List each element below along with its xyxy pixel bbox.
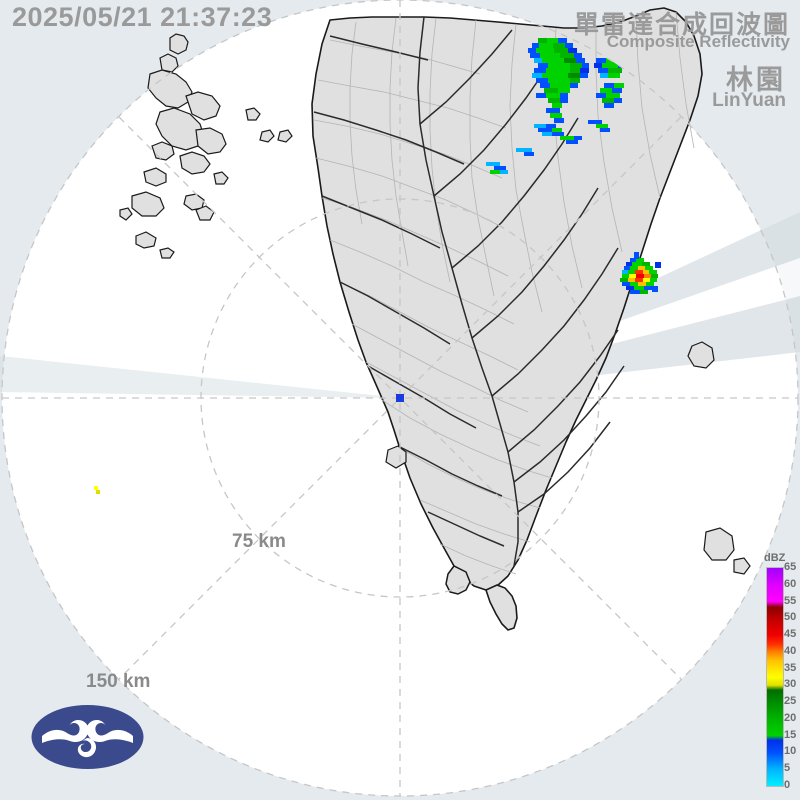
station-name-cn: 林園 [726,65,786,96]
taiwan-landmass [311,7,703,631]
radar-echo-layer [94,38,661,494]
legend-tick-40: 40 [784,644,797,657]
dbz-color-legend: dBZ 65 60 55 50 45 40 35 30 25 20 15 10 5 0 [758,552,800,800]
echo-speck-strait [94,486,100,494]
cwa-logo [31,705,144,769]
radar-site-marker [396,394,404,402]
legend-color-bar [766,567,784,787]
township-boundaries [313,11,695,575]
range-label-150km: 150 km [86,671,151,692]
legend-unit-label: dBZ [764,552,786,564]
legend-tick-0: 0 [784,779,791,791]
echo-cluster-midnorth [486,120,610,174]
echo-cluster-east-coast [620,252,661,294]
radial-nesw [118,116,682,680]
legend-tick-5: 5 [784,762,791,775]
offshore-islands [119,33,751,575]
product-title-en: Composite Reflectivity [606,32,790,51]
legend-tick-25: 25 [784,695,797,708]
legend-tick-65: 65 [784,561,797,573]
echo-cluster-north-main [528,38,589,123]
range-label-75km: 75 km [232,531,286,552]
legend-tick-30: 30 [784,678,797,691]
legend-tick-60: 60 [784,577,797,590]
legend-tick-35: 35 [784,661,797,674]
radial-nwse [118,116,682,680]
legend-tick-55: 55 [784,594,797,607]
legend-tick-15: 15 [784,728,797,741]
logo-wind-glyph [42,720,133,758]
product-title-cn: 單雷達合成回波圖 [573,10,790,39]
logo-ellipse [31,705,144,769]
legend-tick-10: 10 [784,745,797,758]
legend-tick-labels: 65 60 55 50 45 40 35 30 25 20 15 10 5 0 [784,561,800,791]
station-name-en: LinYuan [712,90,786,111]
legend-tick-45: 45 [784,628,797,641]
legend-tick-50: 50 [784,611,797,624]
legend-tick-20: 20 [784,711,797,724]
timestamp-label: 2025/05/21 21:37:23 [12,2,273,32]
